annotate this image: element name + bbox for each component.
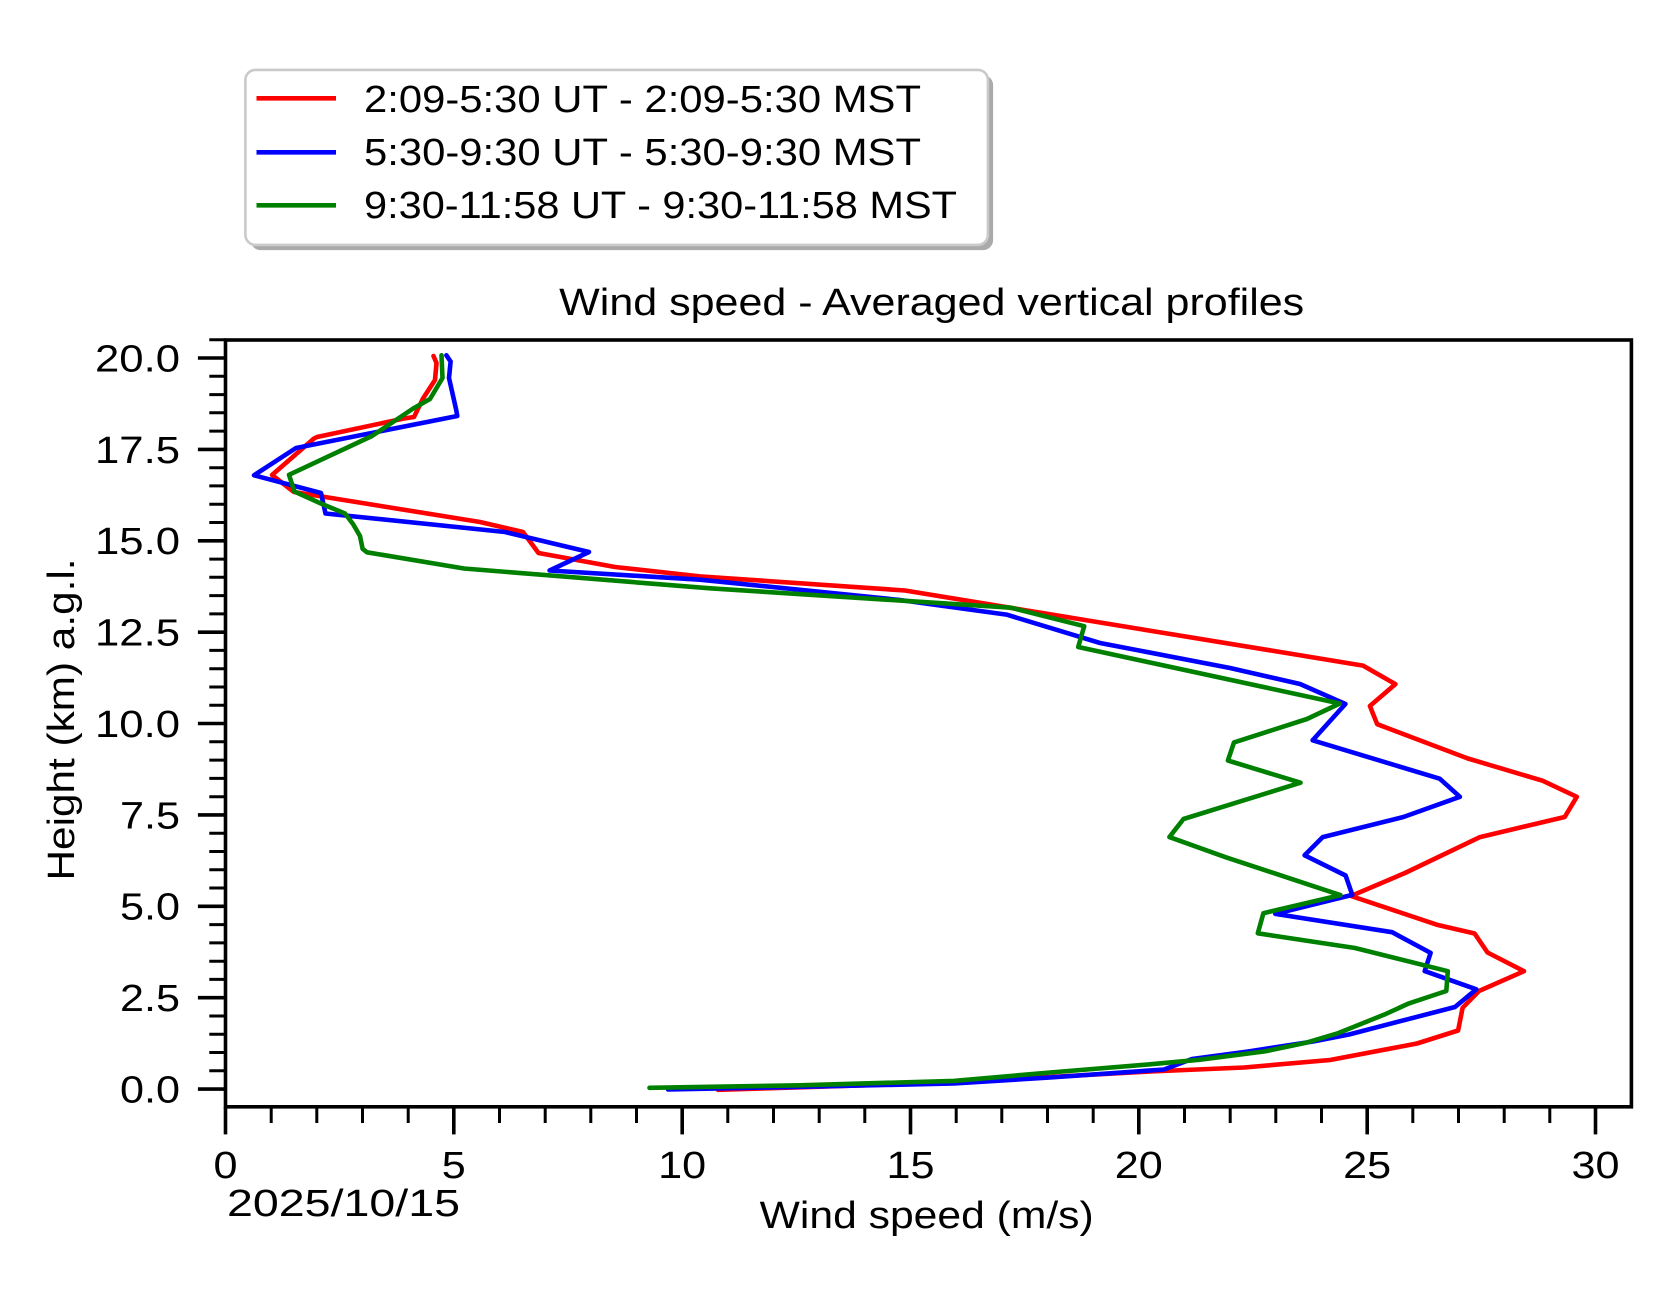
svg-text:12.5: 12.5	[95, 613, 180, 655]
svg-text:7.5: 7.5	[120, 795, 180, 837]
svg-text:2:09-5:30 UT - 2:09-5:30 MST: 2:09-5:30 UT - 2:09-5:30 MST	[364, 79, 921, 121]
svg-text:Wind speed (m/s): Wind speed (m/s)	[760, 1195, 1094, 1237]
svg-text:Wind speed - Averaged vertical: Wind speed - Averaged vertical profiles	[559, 282, 1304, 324]
svg-text:5.0: 5.0	[120, 887, 180, 929]
svg-text:Height (km) a.g.l.: Height (km) a.g.l.	[41, 559, 83, 881]
svg-text:17.5: 17.5	[95, 430, 180, 472]
svg-text:9:30-11:58 UT - 9:30-11:58 MST: 9:30-11:58 UT - 9:30-11:58 MST	[364, 185, 957, 227]
svg-text:25: 25	[1343, 1145, 1391, 1187]
svg-text:20: 20	[1115, 1145, 1163, 1187]
svg-text:5:30-9:30 UT - 5:30-9:30 MST: 5:30-9:30 UT - 5:30-9:30 MST	[364, 132, 921, 174]
svg-text:2.5: 2.5	[120, 978, 180, 1020]
svg-text:10: 10	[658, 1145, 706, 1187]
svg-text:0: 0	[214, 1145, 238, 1187]
svg-text:10.0: 10.0	[95, 704, 180, 746]
svg-text:15: 15	[887, 1145, 935, 1187]
svg-text:20.0: 20.0	[95, 338, 180, 380]
svg-text:15.0: 15.0	[95, 521, 180, 563]
svg-text:5: 5	[442, 1145, 466, 1187]
svg-text:0.0: 0.0	[120, 1070, 180, 1112]
svg-text:30: 30	[1572, 1145, 1620, 1187]
svg-text:2025/10/15: 2025/10/15	[227, 1183, 460, 1225]
